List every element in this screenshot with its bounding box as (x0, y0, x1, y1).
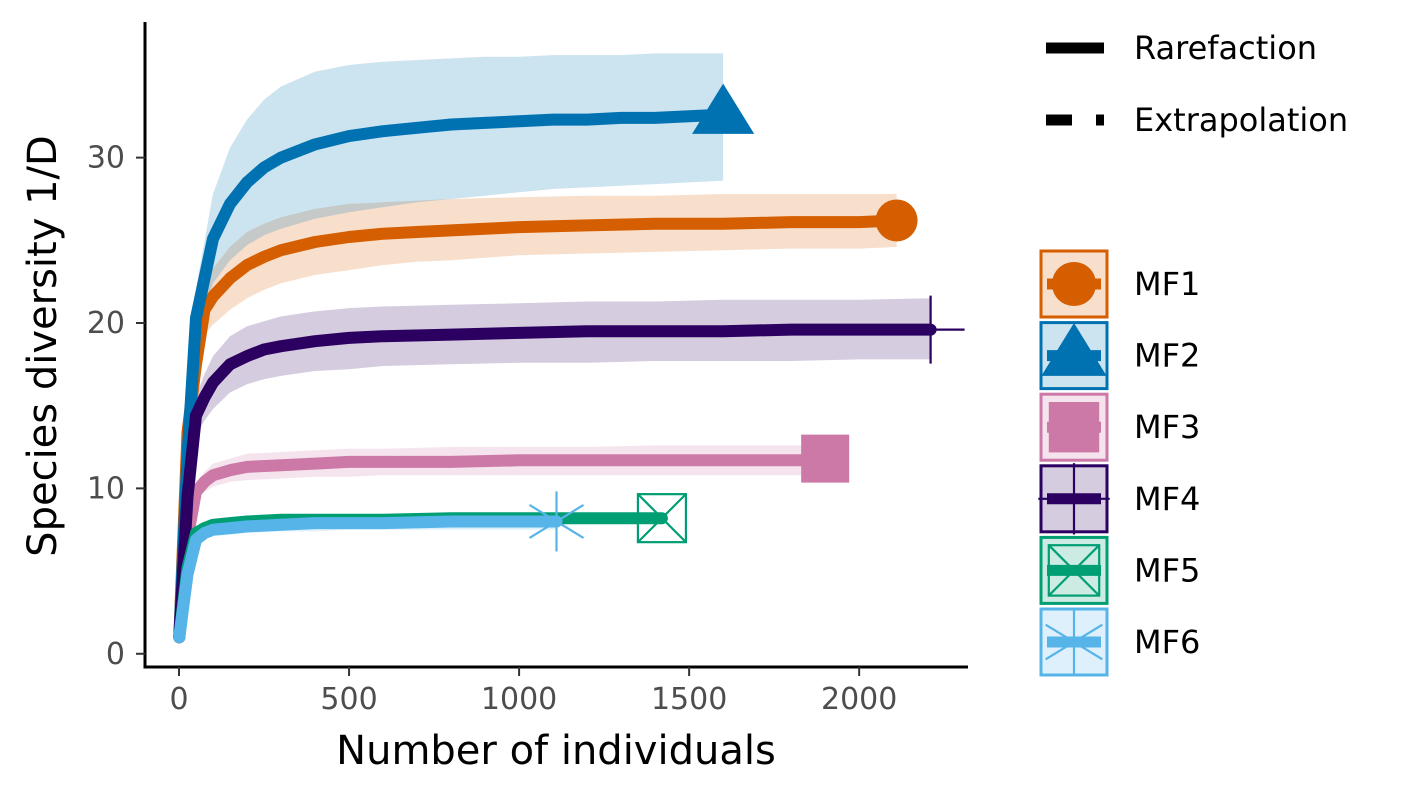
legend-key-marker-d2 (1048, 544, 1100, 597)
method-legend-label: Rarefaction (1134, 29, 1317, 67)
mf2-confidence-band (179, 53, 724, 638)
legend-key-marker-d2 (1045, 623, 1103, 661)
y-tick-label: 0 (106, 637, 125, 672)
legend-key-marker (1038, 463, 1110, 535)
y-axis-title: Species diversity 1/D (20, 135, 66, 557)
y-tick-label: 20 (87, 306, 125, 341)
legend-key-marker (1041, 322, 1107, 376)
mf2-observed-marker (692, 83, 755, 134)
mf6-observed-marker (528, 491, 585, 552)
mf5-rarefaction-line (173, 512, 668, 644)
legend-item-mf3: MF3 (1039, 392, 1200, 462)
series-lines (173, 108, 937, 644)
x-tick-label: 2000 (821, 682, 897, 717)
mf4-observed-marker (896, 295, 965, 364)
x-tick-label: 1000 (481, 682, 557, 717)
legend-item-mf6: MF6 (1039, 607, 1200, 677)
mf1-observed-marker (875, 199, 918, 242)
method-legend-label: Extrapolation (1134, 101, 1348, 139)
legend-item-mf1: MF1 (1039, 249, 1200, 319)
mf5-observed-marker-d2 (637, 493, 687, 543)
mf2-rarefaction-line (173, 108, 730, 644)
mf3-observed-marker (801, 434, 850, 483)
legend-label-mf5: MF5 (1134, 551, 1200, 589)
mf6-rarefaction-line (173, 515, 563, 644)
mf1-rarefaction-line (173, 214, 903, 644)
mf5-observed-marker (636, 493, 688, 544)
x-tick-label: 500 (320, 682, 377, 717)
legend-label-mf6: MF6 (1134, 623, 1200, 661)
legend-item-mf2: MF2 (1039, 321, 1200, 391)
mf3-confidence-band (179, 445, 826, 638)
legend-label-mf4: MF4 (1134, 480, 1200, 518)
y-axis-ticks: 0 10 20 30 (87, 141, 145, 672)
legend-key-marker (1051, 261, 1097, 307)
x-tick-label: 0 (169, 682, 188, 717)
legend-label-mf3: MF3 (1134, 408, 1200, 446)
legend-label-mf2: MF2 (1134, 337, 1200, 375)
x-axis-ticks: 0 500 1000 1500 2000 (169, 667, 897, 717)
y-tick-label: 10 (87, 471, 125, 506)
legend-key-marker (1045, 610, 1103, 674)
x-tick-label: 1500 (651, 682, 727, 717)
legend-item-mf4: MF4 (1038, 463, 1200, 535)
mf1-confidence-band (179, 194, 897, 638)
axes: 0 500 1000 1500 2000 0 10 20 30 Number of indiv… (20, 22, 968, 774)
mf6-observed-marker-d2 (528, 504, 585, 539)
x-axis-title: Number of individuals (336, 728, 776, 774)
series-legend: MF1 MF2 MF3 MF4 MF5 MF6 (1038, 249, 1200, 677)
mf5-observed-marker-box (636, 493, 688, 544)
legend-key-marker-box (1047, 544, 1101, 597)
legend-item-mf5: MF5 (1039, 535, 1200, 605)
method-legend: Rarefaction Extrapolation (1046, 29, 1348, 139)
mf4-rarefaction-line (173, 323, 937, 644)
legend-key-marker (1048, 402, 1100, 453)
mf3-rarefaction-line (173, 454, 832, 644)
observed-markers (528, 83, 965, 552)
legend-key-marker (1047, 544, 1101, 597)
legend-label-mf1: MF1 (1134, 265, 1200, 303)
y-tick-label: 30 (87, 141, 125, 176)
